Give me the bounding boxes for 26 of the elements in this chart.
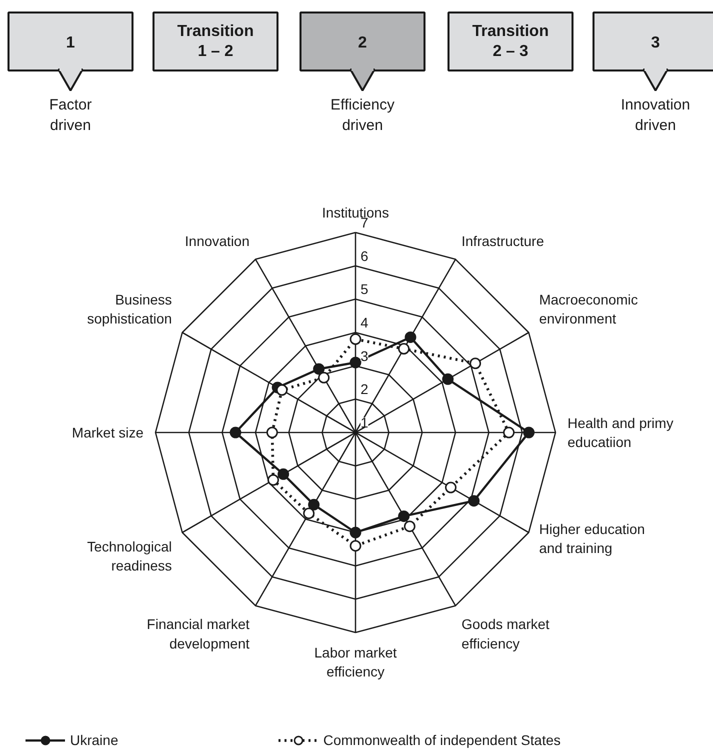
- spoke-label: Market size: [72, 424, 144, 440]
- text: Factor driven: [49, 96, 92, 134]
- y-tick-label: 1: [360, 414, 368, 430]
- spoke-label: Business sophistication: [87, 291, 172, 326]
- y-tick-label: 3: [360, 348, 368, 364]
- spoke-label: Financial market development: [146, 616, 250, 652]
- y-tick-label: 2: [360, 381, 368, 398]
- spoke-label: Higher education and training: [539, 520, 645, 556]
- text: 3: [651, 34, 660, 52]
- text: 1: [66, 34, 76, 52]
- spoke-label: Goods market efficiency: [462, 616, 550, 652]
- legend-label: Commonwealth of independent States: [323, 732, 561, 748]
- spoke-label: Infrastructure: [462, 232, 544, 249]
- text: Transition 1 – 2: [177, 22, 254, 60]
- text: Transition 2 – 3: [472, 22, 549, 60]
- spoke-label: Health and primy educatiion: [568, 414, 674, 450]
- y-tick-label: 5: [360, 281, 368, 298]
- spoke-label: Macroeconomic environment: [539, 291, 638, 326]
- spoke-label: Labor market efficiency: [314, 644, 397, 680]
- legend-label: Ukraine: [70, 732, 118, 748]
- y-tick-label: 6: [360, 248, 368, 264]
- y-tick-label: 4: [360, 314, 368, 330]
- text: Efficiency driven: [330, 96, 395, 134]
- text: Innovation driven: [620, 96, 690, 134]
- spoke-label: Technological readiness: [87, 538, 172, 574]
- spoke-label: Innovation: [184, 232, 250, 249]
